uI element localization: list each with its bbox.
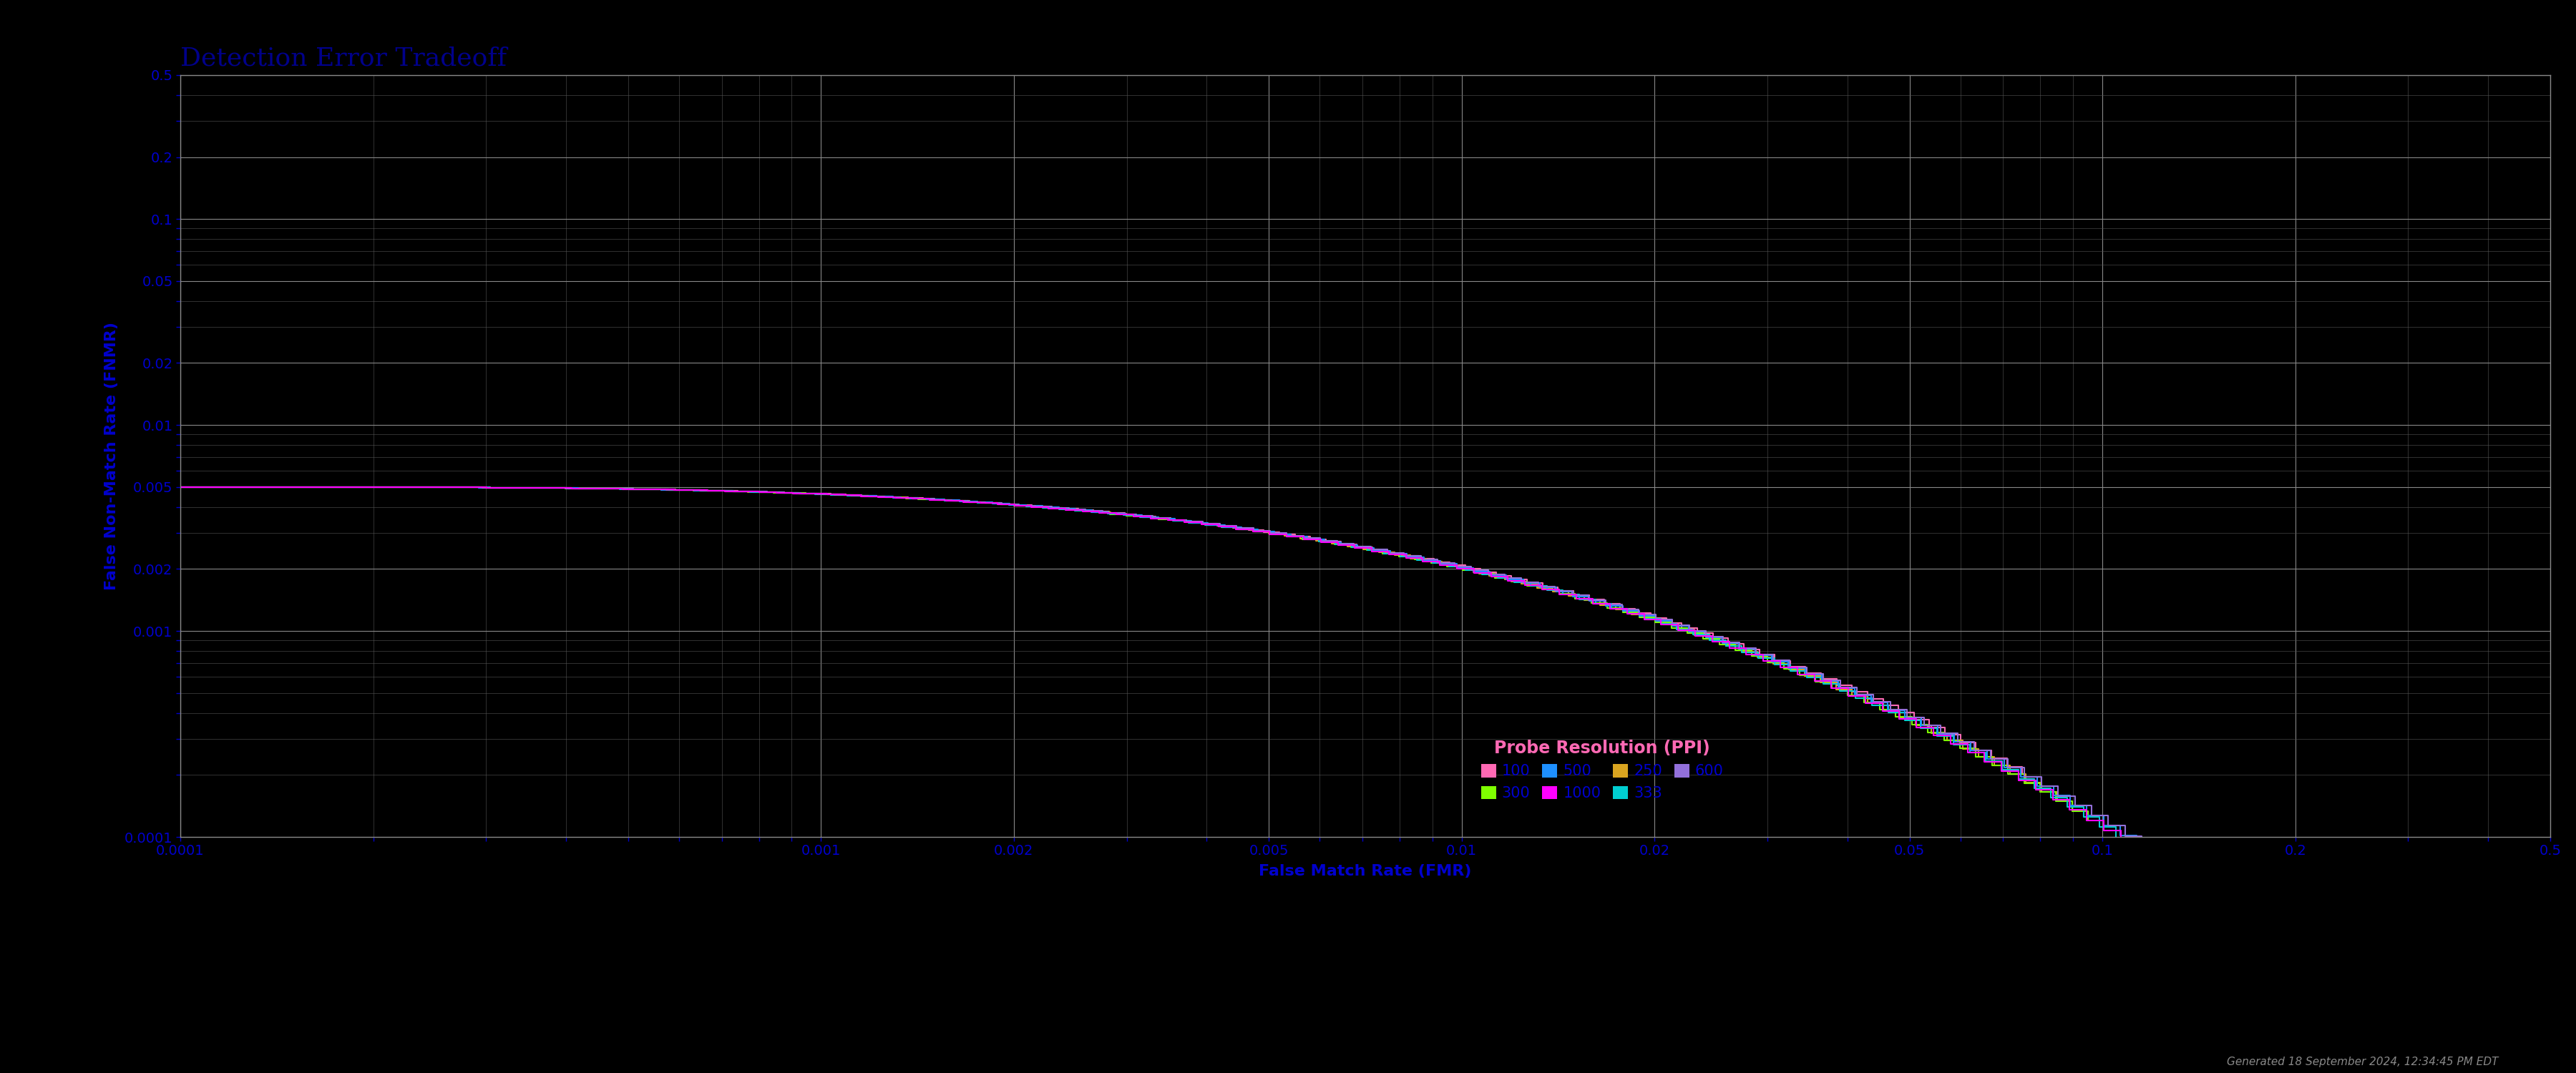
Legend: 100, 300, 500, 1000, 250, 333, 600: 100, 300, 500, 1000, 250, 333, 600 xyxy=(1476,733,1728,807)
Text: Detection Error Tradeoff: Detection Error Tradeoff xyxy=(180,46,507,70)
Text: Generated 18 September 2024, 12:34:45 PM EDT: Generated 18 September 2024, 12:34:45 PM… xyxy=(2228,1057,2499,1068)
Y-axis label: False Non-Match Rate (FNMR): False Non-Match Rate (FNMR) xyxy=(103,322,118,590)
X-axis label: False Match Rate (FMR): False Match Rate (FMR) xyxy=(1260,864,1471,878)
